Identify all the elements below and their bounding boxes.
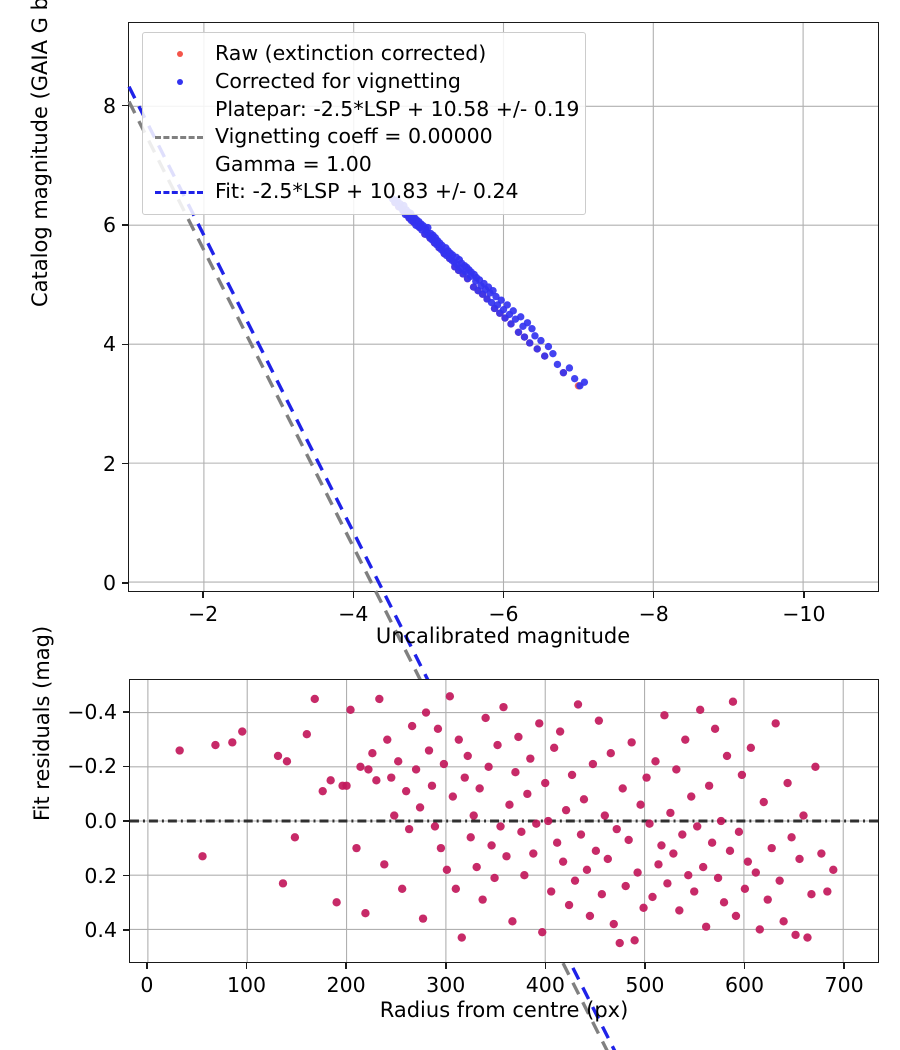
x-tick-mark (803, 592, 805, 598)
x-tick-mark (352, 592, 355, 598)
legend-dashed-line-icon (153, 126, 205, 148)
residuals-plot-panel (129, 679, 879, 963)
y-tick-mark (122, 104, 128, 107)
y-tick-label: 0 (102, 570, 116, 595)
x-tick-label: −4 (338, 602, 369, 626)
y-tick-mark (122, 343, 128, 346)
y-tick-label: 2 (102, 451, 116, 476)
y-tick-label: 0.0 (84, 808, 117, 833)
y-tick-label: 0.2 (84, 863, 117, 888)
legend-entry-label: Corrected for vignetting (215, 69, 461, 94)
legend-dashed-line-icon (153, 181, 205, 203)
x-tick-mark (843, 963, 845, 969)
x-tick-label: 400 (525, 973, 565, 997)
y-tick-mark (123, 929, 129, 932)
y-tick-mark (123, 874, 129, 877)
y-tick-label: 6 (102, 212, 116, 237)
residuals-x-axis-title: Radius from centre (px) (379, 998, 629, 1022)
legend-entry-label: Platepar: -2.5*LSP + 10.58 +/- 0.19 (215, 96, 580, 121)
x-tick-mark (245, 963, 248, 969)
x-tick-label: −2 (187, 602, 219, 626)
legend-entry-label: Gamma = 1.00 (215, 151, 372, 176)
x-tick-label: −8 (638, 602, 669, 626)
residuals-plot-canvas (130, 680, 878, 962)
calibration-legend: Raw (extinction corrected) Corrected for … (142, 32, 586, 215)
legend-marker-dot-icon (153, 71, 205, 93)
legend-entry: Vignetting coeff = 0.00000 (153, 123, 575, 151)
y-tick-mark (122, 582, 128, 584)
legend-blank-handle (153, 99, 205, 121)
legend-entry: Fit: -2.5*LSP + 10.83 +/- 0.24 (153, 178, 575, 206)
y-tick-mark (122, 462, 128, 465)
legend-entry-label: Vignetting coeff = 0.00000 (215, 124, 493, 149)
legend-entry-label: Fit: -2.5*LSP + 10.83 +/- 0.24 (215, 179, 519, 204)
legend-dot-swatch (177, 79, 183, 85)
y-tick-mark (122, 224, 128, 226)
x-tick-label: 600 (724, 973, 765, 997)
y-tick-mark (123, 765, 129, 768)
x-tick-label: 500 (625, 973, 665, 997)
scatter-series (175, 692, 838, 948)
x-tick-mark (202, 592, 204, 598)
x-tick-label: −6 (488, 602, 519, 626)
y-tick-label: −0.4 (67, 699, 117, 724)
legend-blank-handle (153, 154, 205, 176)
x-tick-label: −10 (782, 602, 826, 626)
x-tick-label: 0 (140, 973, 154, 997)
calibration-x-axis-title: Uncalibrated magnitude (375, 624, 631, 648)
x-tick-mark (644, 963, 646, 969)
y-tick-mark (123, 820, 129, 822)
x-tick-label: 700 (824, 973, 864, 997)
scatter-series (388, 195, 589, 390)
legend-dot-swatch (177, 51, 183, 57)
legend-marker-dot-icon (153, 43, 205, 65)
x-tick-mark (652, 592, 655, 598)
legend-entry: Raw (extinction corrected) (153, 40, 575, 68)
y-tick-label: 8 (102, 93, 116, 118)
y-tick-mark (123, 710, 129, 713)
x-tick-mark (444, 963, 447, 969)
x-tick-label: 300 (426, 973, 466, 997)
y-tick-label: 4 (102, 332, 116, 357)
x-tick-mark (146, 963, 148, 969)
legend-dash-swatch (155, 190, 203, 194)
legend-entry: Platepar: -2.5*LSP + 10.58 +/- 0.19 (153, 96, 579, 123)
x-tick-mark (743, 963, 746, 969)
legend-entry: Gamma = 1.00 (153, 151, 575, 178)
x-tick-mark (345, 963, 347, 969)
x-tick-mark (502, 592, 505, 598)
y-tick-label: −0.2 (67, 754, 117, 779)
x-tick-label: 200 (326, 973, 366, 997)
calibration-y-axis-title: Catalog magnitude (GAIA G band) (28, 0, 52, 307)
y-tick-label: 0.4 (84, 917, 117, 942)
residuals-y-axis-title: Fit residuals (mag) (30, 625, 54, 821)
legend-entry: Corrected for vignetting (153, 68, 575, 96)
legend-dash-swatch (155, 135, 203, 139)
x-tick-mark (544, 963, 547, 969)
legend-entry-label: Raw (extinction corrected) (215, 41, 487, 66)
x-tick-label: 100 (226, 973, 267, 997)
